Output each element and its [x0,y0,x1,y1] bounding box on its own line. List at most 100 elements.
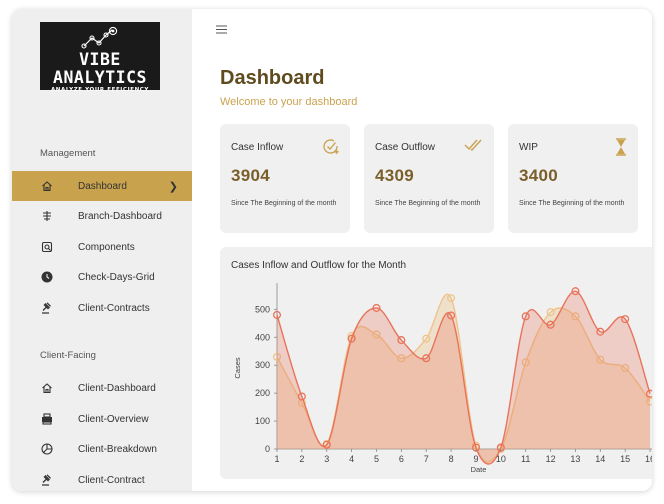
brand-tagline: ANALYZE YOUR EFFICIENCY [50,87,150,93]
stat-card-value: 3904 [231,166,271,185]
y-tick-label: 200 [255,388,270,398]
series-1-point-12 [546,308,555,317]
sidebar-item-check-days-grid[interactable]: Check-Days-Grid [12,262,192,292]
x-tick-label: 4 [349,454,354,464]
sidebar-item-label: Client-Overview [78,413,149,425]
x-tick-label: 8 [449,454,454,464]
chart-title: Cases Inflow and Outflow for the Month [231,260,407,271]
series-0-point-2 [297,392,306,401]
stat-card-wip: WIP 3400 Since The Beginning of the mont… [508,124,638,233]
sidebar-item-label: Check-Days-Grid [78,271,155,283]
analytics-logo-icon [81,26,118,49]
series-0-point-14 [596,327,605,336]
stat-card-value: 3400 [519,166,559,185]
x-tick-label: 16 [645,454,652,464]
series-1-point-5 [372,330,381,339]
stat-card-note: Since The Beginning of the month [375,200,481,207]
x-tick-label: 7 [424,454,429,464]
hourglass-icon [614,138,628,161]
page-title: Dashboard [220,67,325,89]
x-tick-label: 14 [595,454,605,464]
branch-icon [40,209,54,223]
x-tick-label: 1 [274,454,279,464]
x-tick-label: 6 [399,454,404,464]
page-subtitle: Welcome to your dashboard [220,96,358,108]
clock-icon [40,270,54,284]
sidebar-item-client-contracts[interactable]: Client-Contracts [12,293,192,323]
series-0-point-7 [422,354,431,363]
series-0-line [276,290,651,465]
series-0-point-8 [447,311,456,320]
series-0-point-1 [272,310,282,319]
x-tick-label: 9 [473,454,478,464]
sidebar-item-client-contract[interactable]: Client-Contract [12,465,192,491]
x-tick-label: 11 [521,454,530,464]
series-1-point-6 [397,354,406,363]
main-content: Dashboard Welcome to your dashboard Case… [192,9,652,491]
y-axis-label: Cases [233,357,242,379]
sidebar-item-client-breakdown[interactable]: Client-Breakdown [12,434,192,464]
stat-card-case-outflow: Case Outflow 4309 Since The Beginning of… [364,124,494,233]
x-tick-label: 13 [570,454,580,464]
series-1-point-16 [646,397,652,406]
y-tick-label: 300 [255,360,270,370]
stat-card-label: Case Outflow [375,142,436,153]
series-0-point-5 [372,303,381,312]
app-window: VIBE ANALYTICS ANALYZE YOUR EFFICIENCY M… [12,9,652,491]
series-1-line [276,293,651,463]
stat-card-label: Case Inflow [231,142,284,153]
components-icon [40,240,54,254]
stat-card-case-inflow: Case Inflow 3904 Since The Beginning of … [220,124,350,233]
series-1-point-1 [272,352,282,361]
y-tick-label: 0 [265,444,270,454]
series-0-area [277,291,651,465]
chevron-right-icon: ❯ [168,180,178,193]
series-1-point-13 [571,312,580,321]
series-0-point-3 [322,440,331,449]
y-tick-label: 400 [255,332,270,342]
sidebar: VIBE ANALYTICS ANALYZE YOUR EFFICIENCY M… [12,9,192,491]
x-tick-label: 3 [324,454,329,464]
series-1-point-8 [447,294,456,303]
sidebar-item-label: Client-Contracts [78,302,150,314]
series-1-point-15 [621,363,630,373]
sidebar-item-label: Dashboard [78,180,127,192]
printer-icon [40,412,54,426]
section-label-management: Management [40,148,96,159]
home-icon [40,179,54,193]
stat-card-note: Since The Beginning of the month [519,200,625,207]
stat-card-label: WIP [519,142,538,153]
sidebar-item-label: Client-Breakdown [78,443,157,455]
check-plus-icon [322,138,340,161]
hamburger-menu-icon[interactable] [216,21,227,39]
x-tick-label: 12 [546,454,556,464]
series-0-point-16 [646,389,652,398]
series-0-point-13 [571,287,580,296]
sidebar-item-label: Client-Contract [78,474,145,486]
sidebar-item-label: Client-Dashboard [78,382,156,394]
sidebar-item-branch-dashboard[interactable]: Branch-Dashboard [12,201,192,231]
section-label-client-facing: Client-Facing [40,350,96,361]
x-axis-label: Date [471,465,487,474]
series-1-point-14 [596,355,605,364]
brand-title: VIBE ANALYTICS [53,50,147,87]
series-0-point-11 [521,312,530,321]
sidebar-item-label: Branch-Dashboard [78,210,162,222]
double-check-icon [464,138,484,157]
stat-card-note: Since The Beginning of the month [231,200,337,207]
x-tick-label: 15 [620,454,630,464]
sidebar-item-client-overview[interactable]: Client-Overview [12,404,192,434]
x-tick-label: 10 [496,454,506,464]
series-1-point-11 [521,358,530,367]
sidebar-item-components[interactable]: Components [12,232,192,262]
series-0-point-15 [621,315,630,324]
x-tick-label: 2 [299,454,304,464]
chart-card: Cases Inflow and Outflow for the Month 0… [220,247,652,479]
y-tick-label: 500 [255,304,270,314]
series-0-point-4 [347,334,356,343]
series-0-point-6 [397,336,406,345]
sidebar-item-client-dashboard[interactable]: Client-Dashboard [12,373,192,403]
sidebar-item-dashboard[interactable]: Dashboard ❯ [12,171,192,201]
home-icon [40,381,54,395]
